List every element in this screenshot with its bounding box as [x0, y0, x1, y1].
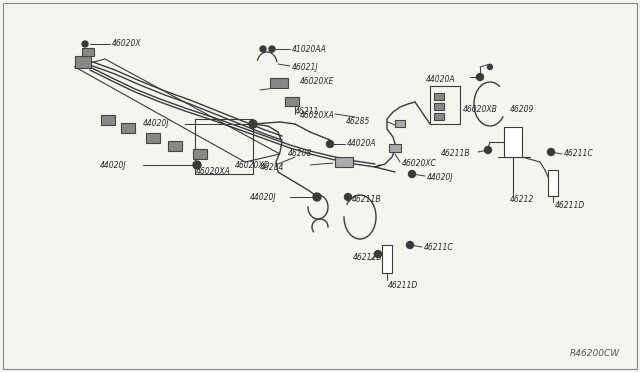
Circle shape — [313, 193, 321, 201]
Text: 46211: 46211 — [295, 108, 319, 116]
Bar — [270, 78, 288, 88]
Bar — [195, 119, 253, 174]
Text: 44020J: 44020J — [143, 119, 170, 128]
Bar — [146, 133, 160, 143]
Text: 46020XD: 46020XD — [234, 160, 270, 170]
Bar — [168, 141, 182, 151]
Bar — [335, 157, 353, 167]
Circle shape — [344, 193, 351, 201]
Text: 46211D: 46211D — [555, 201, 585, 209]
Bar — [82, 48, 94, 56]
Text: 46211C: 46211C — [424, 244, 454, 253]
Circle shape — [82, 41, 88, 47]
Text: 41020AA: 41020AA — [292, 45, 327, 55]
Circle shape — [374, 250, 381, 257]
Circle shape — [193, 161, 201, 169]
Circle shape — [326, 141, 333, 148]
Bar — [193, 149, 207, 159]
Text: 44020A: 44020A — [426, 76, 455, 84]
Bar — [121, 123, 135, 133]
Circle shape — [477, 74, 483, 80]
Text: R46200CW: R46200CW — [570, 350, 620, 359]
Text: 46021J: 46021J — [292, 62, 319, 71]
Text: 46212: 46212 — [510, 196, 534, 205]
Bar — [434, 113, 444, 120]
Text: 46285: 46285 — [346, 118, 370, 126]
Text: 46209: 46209 — [510, 106, 534, 115]
Text: 46020X: 46020X — [112, 39, 141, 48]
Text: 46211B: 46211B — [440, 150, 470, 158]
Circle shape — [408, 170, 415, 177]
Circle shape — [249, 120, 257, 128]
Text: 46020XA: 46020XA — [196, 167, 231, 176]
Bar — [548, 170, 558, 196]
Circle shape — [488, 64, 493, 70]
Bar — [389, 144, 401, 152]
Bar — [434, 93, 444, 100]
Bar — [395, 120, 405, 127]
Text: 46211C: 46211C — [564, 150, 594, 158]
Text: 46020XE: 46020XE — [300, 77, 335, 87]
Bar — [75, 56, 91, 68]
Text: 46211B: 46211B — [352, 196, 381, 205]
Circle shape — [484, 147, 492, 154]
Text: 46211D: 46211D — [388, 280, 419, 289]
Circle shape — [406, 241, 413, 248]
Text: 44020J: 44020J — [427, 173, 454, 182]
Text: 46020XC: 46020XC — [402, 160, 437, 169]
Text: 44020A: 44020A — [347, 140, 376, 148]
Text: 46284: 46284 — [260, 163, 284, 171]
Text: 46211B: 46211B — [353, 253, 383, 262]
Circle shape — [269, 46, 275, 52]
Circle shape — [547, 148, 554, 155]
Circle shape — [260, 46, 266, 52]
Text: 44020J: 44020J — [250, 192, 276, 202]
Text: 46020XA: 46020XA — [300, 112, 335, 121]
Text: 44020J: 44020J — [100, 160, 127, 170]
Text: 46020XB: 46020XB — [463, 106, 498, 115]
Text: 46208: 46208 — [288, 150, 312, 158]
Bar — [101, 115, 115, 125]
Bar — [285, 97, 299, 106]
Bar — [504, 127, 522, 157]
Bar — [430, 86, 460, 124]
Bar — [434, 103, 444, 110]
Bar — [382, 245, 392, 273]
